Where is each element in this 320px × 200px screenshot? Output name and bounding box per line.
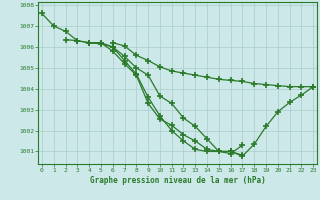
X-axis label: Graphe pression niveau de la mer (hPa): Graphe pression niveau de la mer (hPa) xyxy=(90,176,266,185)
